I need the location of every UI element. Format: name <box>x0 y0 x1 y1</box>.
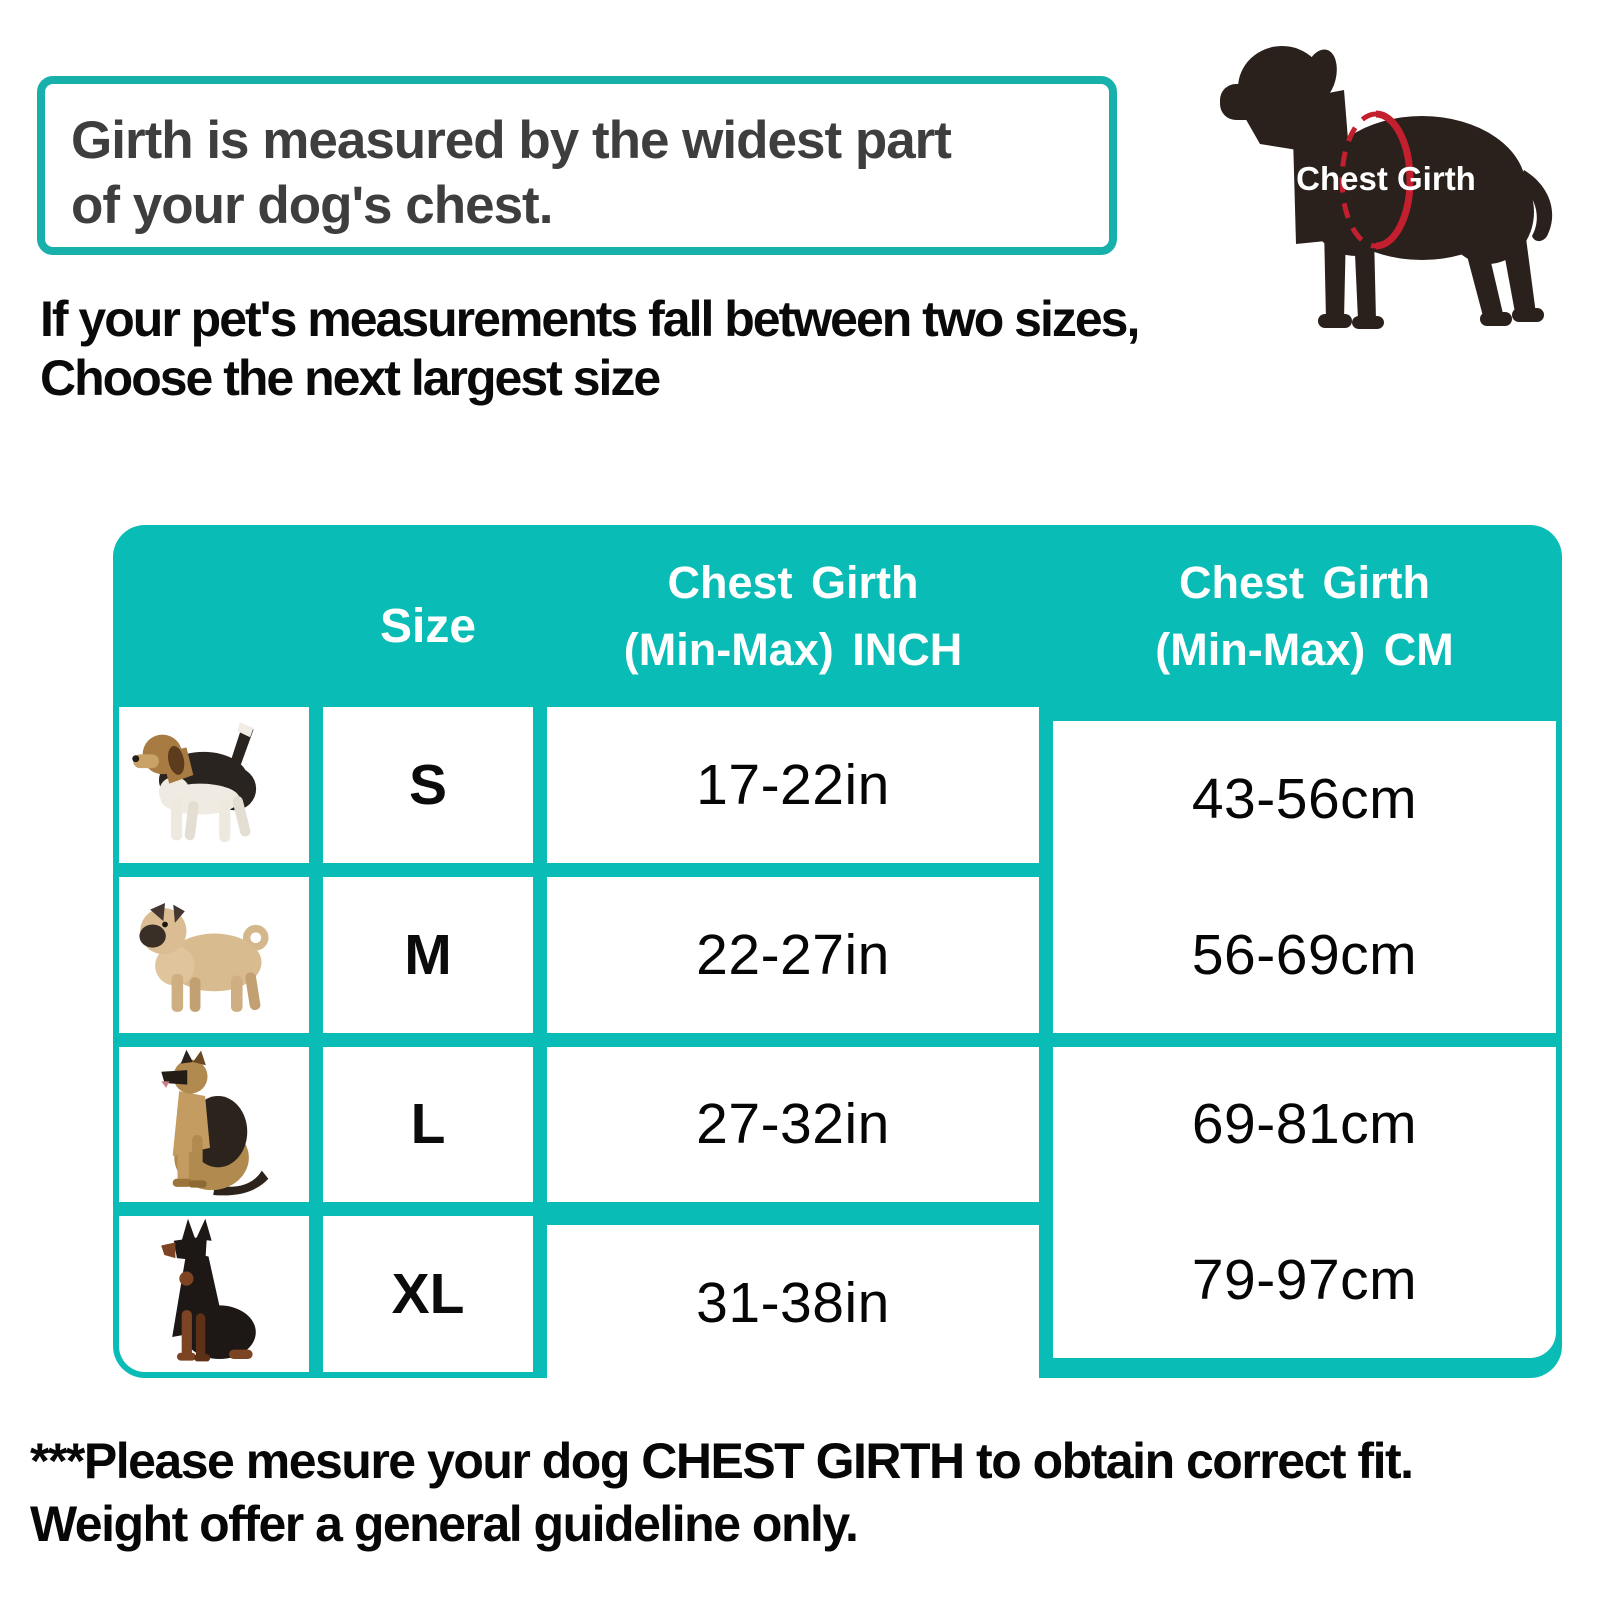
inch-cell: 17-22in <box>547 707 1039 863</box>
girth-info-box: Girth is measured by the widest part of … <box>37 76 1117 255</box>
header-cm-line2: (Min-Max) CM <box>1155 624 1454 675</box>
table-row-xl-photo-cell <box>119 1216 309 1372</box>
dog-silhouette-shape <box>1220 46 1553 329</box>
table-row-m-photo-cell <box>119 876 309 1033</box>
size-cell: XL <box>323 1216 533 1372</box>
cm-cell: 56-69cm <box>1053 876 1556 1033</box>
size-cell: L <box>323 1046 533 1203</box>
header-chest-girth-inch: Chest Girth (Min-Max) INCH <box>547 549 1039 684</box>
header-inch-line1: Chest Girth <box>667 556 919 608</box>
header-size: Size <box>379 599 477 653</box>
sizing-advice-line1: If your pet's measurements fall between … <box>40 291 1140 347</box>
header-chest-girth-cm: Chest Girth (Min-Max) CM <box>1053 549 1556 684</box>
cm-cell: 69-81cm <box>1053 1046 1556 1203</box>
inch-cell: 31-38in <box>547 1225 1039 1381</box>
measure-note-line2: Weight offer a general guideline only. <box>30 1496 859 1552</box>
inch-cell: 22-27in <box>547 876 1039 1033</box>
dog-photo-pug <box>138 902 269 1012</box>
dog-chest-girth-illustration: Chest Girth <box>1220 46 1553 329</box>
dog-photo-german-shepherd <box>161 1050 269 1196</box>
girth-info-text: Girth is measured by the widest part of … <box>45 84 1109 238</box>
measure-note-text: ***Please mesure your dog CHEST GIRTH to… <box>30 1430 1414 1556</box>
size-cell: M <box>323 876 533 1033</box>
cm-cell: 43-56cm <box>1053 721 1556 877</box>
inch-cell: 27-32in <box>547 1046 1039 1203</box>
table-header-row: Size Chest Girth (Min-Max) INCH Chest Gi… <box>119 525 1556 707</box>
sizing-advice-line2: Choose the next largest size <box>40 350 661 406</box>
girth-info-line2: of your dog's chest. <box>71 176 553 236</box>
size-cell: S <box>323 707 533 863</box>
chest-girth-label: Chest Girth <box>1296 160 1476 197</box>
header-cm-line1: Chest Girth <box>1178 556 1431 608</box>
dog-photo-doberman <box>161 1218 256 1362</box>
chest-girth-ring-solid <box>1375 110 1414 250</box>
girth-info-line1: Girth is measured by the widest part <box>71 111 952 170</box>
measure-note-line1: ***Please mesure your dog CHEST GIRTH to… <box>30 1433 1414 1489</box>
header-inch-line2: (Min-Max) INCH <box>623 624 963 675</box>
dog-photo-beagle <box>132 722 257 843</box>
sizing-advice-text: If your pet's measurements fall between … <box>40 290 1140 408</box>
cm-cell: 79-97cm <box>1053 1202 1556 1358</box>
chest-girth-ring-dashed <box>1339 111 1377 249</box>
table-body: S 17-22in 43-56cm <box>119 707 1556 1381</box>
size-chart-table: Size Chest Girth (Min-Max) INCH Chest Gi… <box>113 525 1562 1381</box>
table-row-s-photo-cell <box>119 707 309 863</box>
table-row-l-photo-cell <box>119 1046 309 1203</box>
